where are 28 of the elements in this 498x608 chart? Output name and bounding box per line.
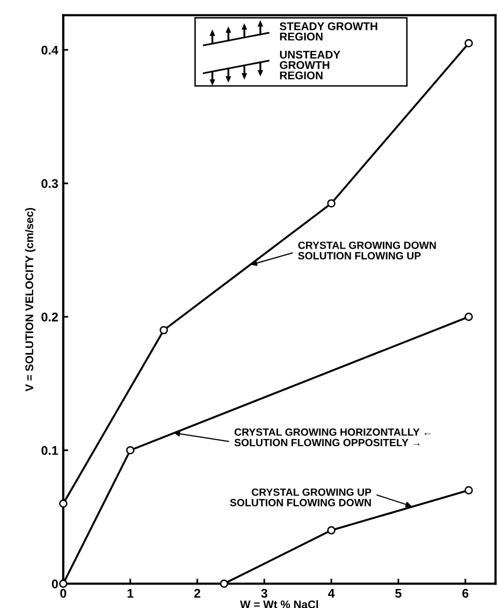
point <box>160 326 168 334</box>
point <box>220 580 228 588</box>
x-axis-title: W = Wt % NaCl <box>240 600 318 608</box>
x-tick-label: 4 <box>328 589 335 598</box>
point <box>464 312 473 321</box>
point <box>327 199 336 208</box>
x-tick-label: 3 <box>261 588 268 598</box>
x-tick-label: 6 <box>462 588 468 598</box>
x-tick-label: 5 <box>395 589 402 598</box>
annotation: UNSTEADY GROWTH REGION <box>280 50 340 80</box>
y-tick-label: 0.3 <box>42 179 58 188</box>
point <box>126 446 134 454</box>
y-tick-label: 0.2 <box>42 312 58 322</box>
x-tick-label: 0 <box>60 588 66 598</box>
y-tick-label: 0.4 <box>42 46 58 55</box>
point <box>464 39 473 48</box>
annotation: CRYSTAL GROWING UP SOLUTION FLOWING DOWN <box>230 488 372 506</box>
annotation: CRYSTAL GROWING HORIZONTALLY ← SOLUTION FLOWING OPPOSITELY → <box>234 428 431 446</box>
point <box>464 486 473 494</box>
y-tick-label: 0 <box>52 579 58 588</box>
point <box>327 526 336 534</box>
x-tick-label: 1 <box>128 589 134 598</box>
y-axis-title: V = SOLUTION VELOCITY (cm/sec) <box>25 208 36 392</box>
x-tick-label: 2 <box>194 588 200 598</box>
annotation: CRYSTAL GROWING DOWN SOLUTION FLOWING UP <box>298 242 436 260</box>
point <box>59 499 68 508</box>
annotation: STEADY GROWTH REGION <box>280 22 378 41</box>
y-tick-label: 0.1 <box>42 446 58 455</box>
